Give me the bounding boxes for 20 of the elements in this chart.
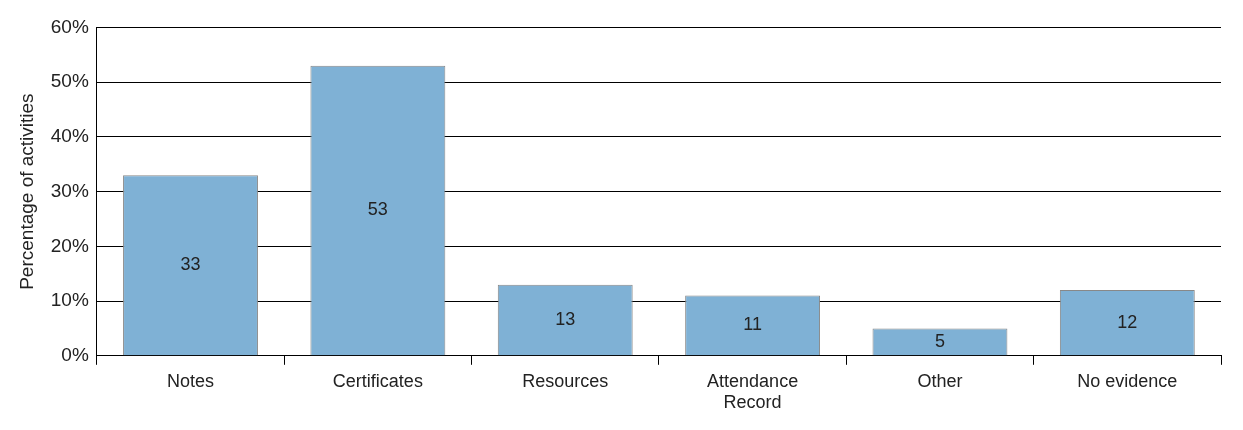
y-tick-label: 0% [61,344,89,366]
x-tick-label: Resources [522,370,609,391]
y-tick-label: 60% [50,15,89,37]
y-tick-label: 40% [50,125,89,147]
data-label: 12 [1117,311,1138,332]
x-tick-label: Other [917,370,963,391]
y-tick-label: 50% [50,70,89,92]
x-tick-label: Certificates [332,370,423,391]
x-tick-label: No evidence [1077,370,1178,391]
data-label: 11 [743,314,762,335]
x-tick-label: Notes [166,370,215,391]
data-label: 13 [555,308,576,329]
data-label: 53 [367,199,388,220]
data-label: 33 [180,254,201,275]
y-axis-title: Percentage of activities [15,93,37,290]
y-tick-label: 20% [50,234,89,256]
data-label: 5 [934,330,945,351]
x-tick-label: Attendance Record [707,370,799,413]
y-tick-label: 10% [50,289,89,311]
y-tick-label: 30% [50,179,89,201]
